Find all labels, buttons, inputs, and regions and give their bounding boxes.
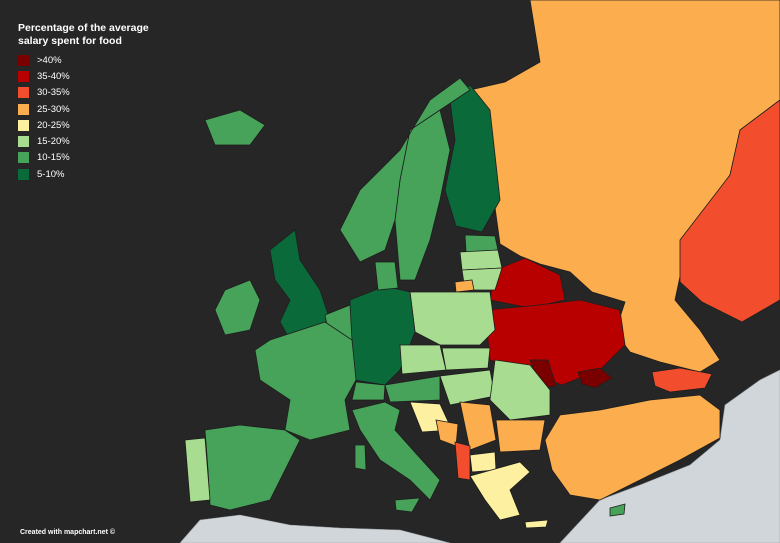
legend-label: 10-15%	[37, 152, 70, 164]
country	[351, 381, 386, 401]
country	[214, 279, 261, 336]
country	[679, 99, 780, 323]
legend-item: >40%	[18, 52, 168, 68]
country	[339, 77, 471, 263]
country	[454, 441, 471, 481]
land-other	[559, 369, 780, 543]
legend-swatch	[18, 54, 29, 66]
legend-swatch	[18, 119, 29, 131]
legend-label: >40%	[37, 54, 62, 66]
legend-swatch	[18, 87, 29, 99]
country	[544, 394, 721, 501]
country	[351, 401, 441, 501]
legend-items: >40% 35-40% 30-35% 25-30% 20-25% 15-20% 10-15%…	[18, 52, 168, 182]
legend-label: 30-35%	[37, 87, 70, 99]
country	[459, 401, 497, 451]
land-other	[179, 514, 451, 543]
country	[409, 291, 496, 346]
country	[459, 249, 503, 271]
country	[399, 344, 447, 375]
country	[609, 503, 626, 517]
country	[374, 261, 399, 291]
country	[524, 519, 549, 529]
legend-label: 20-25%	[37, 119, 70, 131]
country	[464, 234, 499, 253]
legend-item: 15-20%	[18, 133, 168, 149]
country	[354, 444, 367, 471]
legend-item: 25-30%	[18, 101, 168, 117]
legend-label: 25-30%	[37, 103, 70, 115]
country	[204, 109, 266, 146]
country	[495, 419, 546, 453]
country	[469, 461, 531, 521]
country	[454, 279, 475, 293]
footer: Created with mapchart.net ©	[20, 529, 116, 536]
legend-item: 35-40%	[18, 68, 168, 84]
legend-item: 5-10%	[18, 166, 168, 182]
country	[254, 321, 357, 441]
legend-swatch	[18, 152, 29, 164]
legend-swatch	[18, 103, 29, 115]
legend-title: Percentage of the average salary spent f…	[18, 22, 149, 47]
country	[184, 437, 211, 503]
legend: Percentage of the average salary spent f…	[18, 22, 168, 182]
country	[441, 347, 491, 371]
legend-swatch	[18, 70, 29, 82]
country	[651, 367, 713, 393]
country	[469, 451, 497, 473]
country	[489, 359, 551, 421]
legend-item: 10-15%	[18, 150, 168, 166]
legend-label: 15-20%	[37, 136, 70, 148]
country	[577, 367, 613, 389]
legend-label: 5-10%	[37, 168, 65, 180]
country	[444, 84, 501, 233]
country	[394, 497, 421, 513]
country	[384, 375, 441, 403]
legend-swatch	[18, 136, 29, 148]
legend-item: 30-35%	[18, 85, 168, 101]
legend-label: 35-40%	[37, 70, 70, 82]
legend-swatch	[18, 168, 29, 180]
legend-item: 20-25%	[18, 117, 168, 133]
